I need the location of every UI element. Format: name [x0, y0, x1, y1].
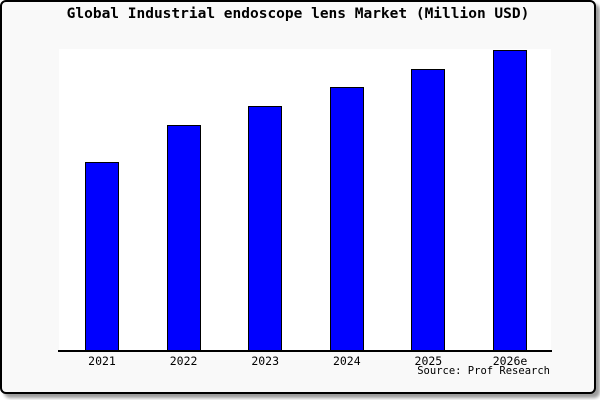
x-axis-line — [58, 350, 552, 352]
bar-2024 — [329, 87, 364, 350]
x-tick-2022: 2022 — [169, 354, 198, 368]
bar-2023 — [248, 106, 283, 350]
bar-2025 — [411, 69, 446, 350]
x-tick-2021: 2021 — [88, 354, 116, 368]
x-tick-2026e: 2026e — [492, 354, 528, 368]
source-note: Source: Prof Research — [417, 365, 550, 377]
chart-title: Global Industrial endoscope lens Market … — [66, 6, 530, 22]
bar-2022 — [166, 125, 201, 350]
plot-area — [59, 49, 551, 350]
x-tick-2025: 2025 — [414, 354, 443, 368]
bar-2021 — [85, 162, 119, 350]
x-tick-2023: 2023 — [251, 354, 280, 368]
x-tick-2024: 2024 — [332, 354, 361, 368]
bar-2026e — [493, 50, 527, 350]
